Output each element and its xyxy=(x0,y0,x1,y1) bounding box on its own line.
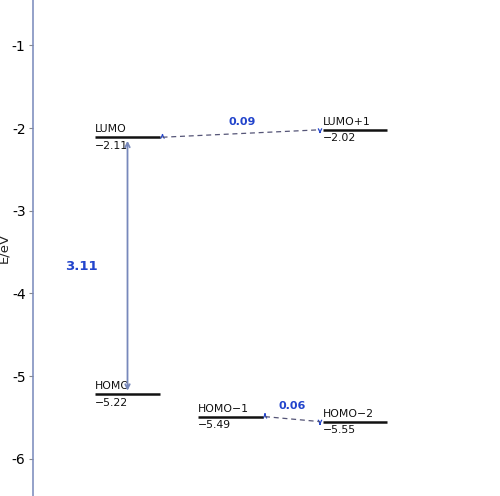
Text: LUMO: LUMO xyxy=(95,124,127,134)
Text: 0.06: 0.06 xyxy=(279,401,306,411)
Text: −2.02: −2.02 xyxy=(322,133,356,143)
Text: HOMO: HOMO xyxy=(95,381,130,391)
Y-axis label: E/eV: E/eV xyxy=(0,233,10,263)
Text: −2.11: −2.11 xyxy=(95,140,128,150)
Text: −5.49: −5.49 xyxy=(198,420,230,430)
Text: 3.11: 3.11 xyxy=(65,260,98,273)
Text: LUMO+1: LUMO+1 xyxy=(322,117,370,127)
Text: −5.22: −5.22 xyxy=(95,398,128,408)
Text: HOMO−2: HOMO−2 xyxy=(322,409,374,419)
Text: −5.55: −5.55 xyxy=(322,425,356,435)
Text: HOMO−1: HOMO−1 xyxy=(198,404,248,414)
Text: 0.09: 0.09 xyxy=(229,118,256,127)
